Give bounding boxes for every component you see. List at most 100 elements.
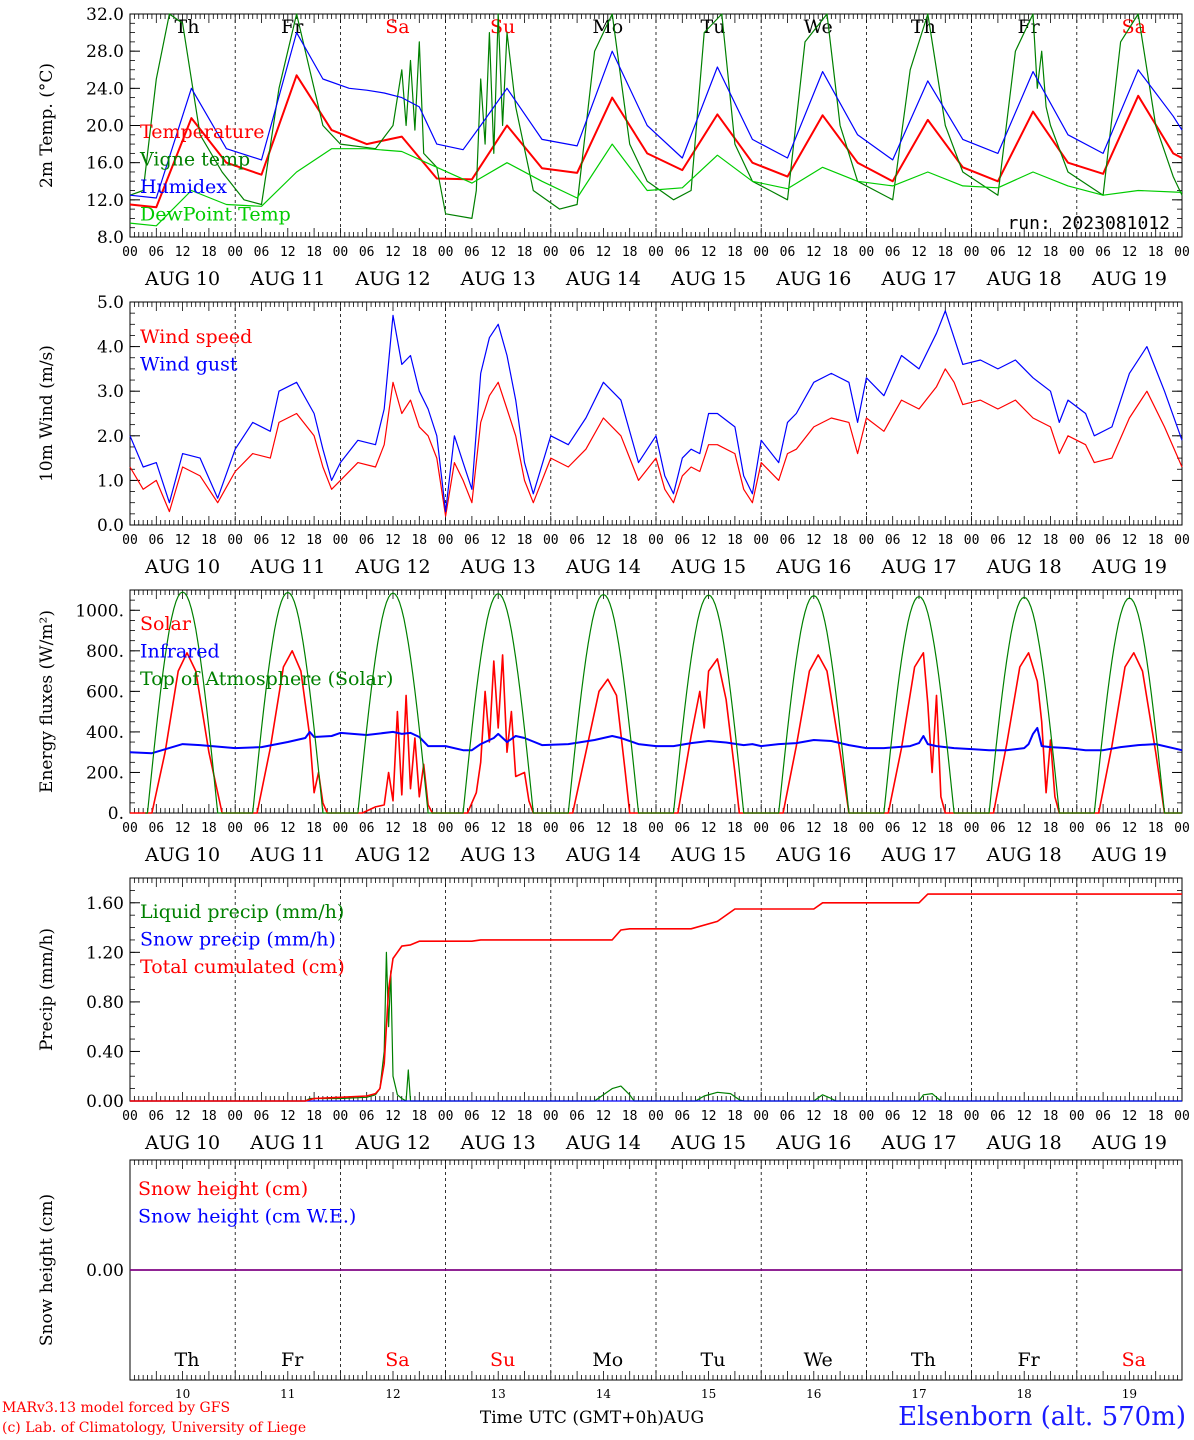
date-label: AUG 19 [1091,556,1167,578]
hour-tick-label: 18 [727,1109,743,1124]
legend-entry: Snow height (cm W.E.) [138,1206,356,1228]
weekday-label: Sa [385,16,409,38]
series-infrared-line [129,726,1183,755]
hour-tick-label: 18 [1043,821,1059,836]
hour-tick-label: 00 [543,533,559,548]
legend-entry: Snow precip (mm/h) [140,929,336,951]
hour-tick-label: 12 [701,533,717,548]
hour-tick-label: 06 [990,1109,1006,1124]
y-axis-label: Precip (mm/h) [37,928,57,1051]
y-tick-label: 400. [86,723,124,743]
hour-tick-label: 00 [648,245,664,260]
hour-tick-label: 00 [122,821,138,836]
hour-tick-label: 06 [1095,245,1111,260]
hour-tick-label: 00 [1174,821,1190,836]
hour-tick-label: 12 [1122,245,1138,260]
y-axis-label: Snow height (cm) [37,1194,57,1346]
hour-tick-label: 18 [622,245,638,260]
legend-entry: Wind speed [140,326,252,348]
hour-tick-label: 00 [964,821,980,836]
hour-tick-label: 06 [990,533,1006,548]
hour-tick-label: 18 [1148,821,1164,836]
hour-tick-label: 06 [885,821,901,836]
station-title: Elsenborn (alt. 570m) [898,1402,1186,1432]
legend-entry: Snow height (cm) [138,1178,308,1200]
hour-tick-label: 06 [885,533,901,548]
hour-tick-label: 06 [254,1109,270,1124]
date-label: AUG 11 [249,1132,325,1154]
hour-tick-label: 00 [753,1109,769,1124]
hour-tick-label: 12 [596,1109,612,1124]
hour-tick-label: 00 [227,245,243,260]
y-axis-label: 10m Wind (m/s) [37,345,57,482]
hour-tick-label: 18 [1043,1109,1059,1124]
hour-tick-label: 18 [517,1109,533,1124]
y-tick-label: 0.80 [86,993,124,1013]
hour-tick-label: 06 [148,245,164,260]
hour-tick-label: 00 [333,245,349,260]
date-label: AUG 15 [670,1132,746,1154]
legend-entry: Liquid precip (mm/h) [140,901,344,923]
hour-tick-label: 06 [1095,533,1111,548]
hour-tick-label: 00 [122,1109,138,1124]
y-tick-label: 200. [86,763,124,783]
y-tick-label: 16.0 [86,154,124,174]
hour-tick-label: 00 [859,1109,875,1124]
date-label: AUG 12 [354,844,430,866]
weekday-label: Fr [281,1349,304,1371]
date-label: AUG 18 [986,1132,1062,1154]
hour-tick-label: 18 [411,821,427,836]
y-tick-label: 28.0 [86,42,124,62]
hour-tick-label: 12 [175,1109,191,1124]
hour-tick-label: 00 [438,533,454,548]
hour-tick-label: 06 [990,245,1006,260]
weekday-label: Mo [592,16,623,38]
hour-tick-label: 00 [227,533,243,548]
day-number-label: 18 [1017,1387,1032,1401]
hour-tick-label: 06 [569,245,585,260]
hour-tick-label: 00 [1069,245,1085,260]
y-tick-label: 0.0 [97,516,124,536]
hour-tick-label: 12 [490,533,506,548]
hour-tick-label: 06 [780,1109,796,1124]
date-label: AUG 14 [565,844,641,866]
hour-tick-label: 06 [885,245,901,260]
hour-tick-label: 12 [490,245,506,260]
weekday-label: Tu [701,16,726,38]
hour-tick-label: 18 [937,245,953,260]
hour-tick-label: 00 [543,1109,559,1124]
y-tick-label: 0.00 [86,1092,124,1112]
hour-tick-label: 00 [964,533,980,548]
date-label: AUG 17 [880,1132,956,1154]
y-tick-label: 1.20 [86,943,124,963]
hour-tick-label: 06 [359,245,375,260]
legend-entry: Total cumulated (cm) [140,956,345,978]
date-label: AUG 14 [565,556,641,578]
date-label: AUG 17 [880,844,956,866]
weekday-label: Th [911,1349,936,1371]
hour-tick-label: 12 [1016,533,1032,548]
hour-tick-label: 00 [964,1109,980,1124]
weekday-label: Mo [592,1349,623,1371]
date-label: AUG 19 [1091,1132,1167,1154]
date-label: AUG 17 [880,556,956,578]
day-number-label: 14 [596,1387,612,1401]
hour-tick-label: 18 [937,533,953,548]
legend-entry: Vigne temp [139,149,250,171]
date-label: AUG 13 [460,844,536,866]
date-label: AUG 12 [354,1132,430,1154]
university-credit-line: (c) Lab. of Climatology, University of L… [2,1420,307,1436]
date-label: AUG 18 [986,268,1062,290]
day-number-label: 16 [806,1387,821,1401]
date-label: AUG 18 [986,844,1062,866]
weekday-label: Th [175,1349,200,1371]
hour-tick-label: 18 [306,821,322,836]
y-tick-label: 1000. [75,601,124,621]
hour-tick-label: 18 [727,533,743,548]
hour-tick-label: 18 [622,821,638,836]
hour-tick-label: 00 [964,245,980,260]
hour-tick-label: 00 [648,533,664,548]
hour-tick-label: 18 [832,821,848,836]
hour-tick-label: 00 [1069,1109,1085,1124]
hour-tick-label: 06 [464,533,480,548]
